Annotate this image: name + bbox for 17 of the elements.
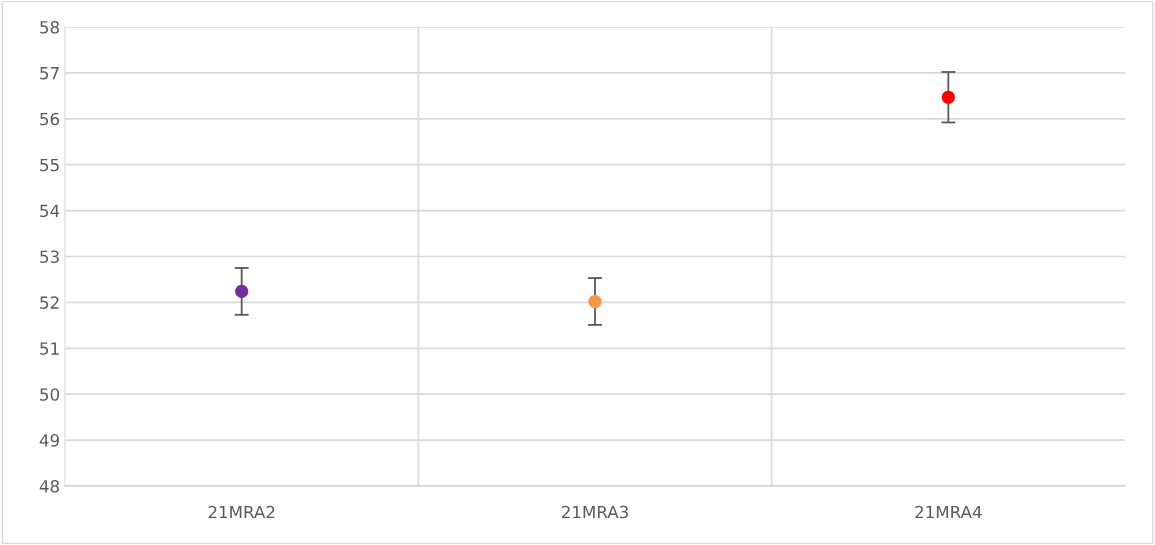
- y-tick-label: 53: [40, 250, 59, 264]
- y-tick-label: 51: [40, 342, 59, 355]
- x-tick-label: 21MRA4: [915, 505, 982, 519]
- y-tick-label: 50: [40, 388, 60, 401]
- y-tick-label: 57: [40, 67, 59, 80]
- point: [235, 284, 249, 298]
- y-tick-label: 56: [40, 112, 60, 126]
- point: [588, 294, 602, 309]
- x-tick-label: 21MRA2: [208, 505, 275, 519]
- y-tick-label: 49: [39, 434, 59, 447]
- y-tick-label: 55: [40, 158, 59, 172]
- y-tick-label: 58: [40, 20, 59, 34]
- y-tick-label: 48: [39, 479, 59, 493]
- y-tick-label: 52: [40, 296, 59, 309]
- y-tick-label: 54: [40, 204, 60, 218]
- point: [941, 90, 955, 104]
- x-tick-label: 21MRA3: [561, 505, 628, 519]
